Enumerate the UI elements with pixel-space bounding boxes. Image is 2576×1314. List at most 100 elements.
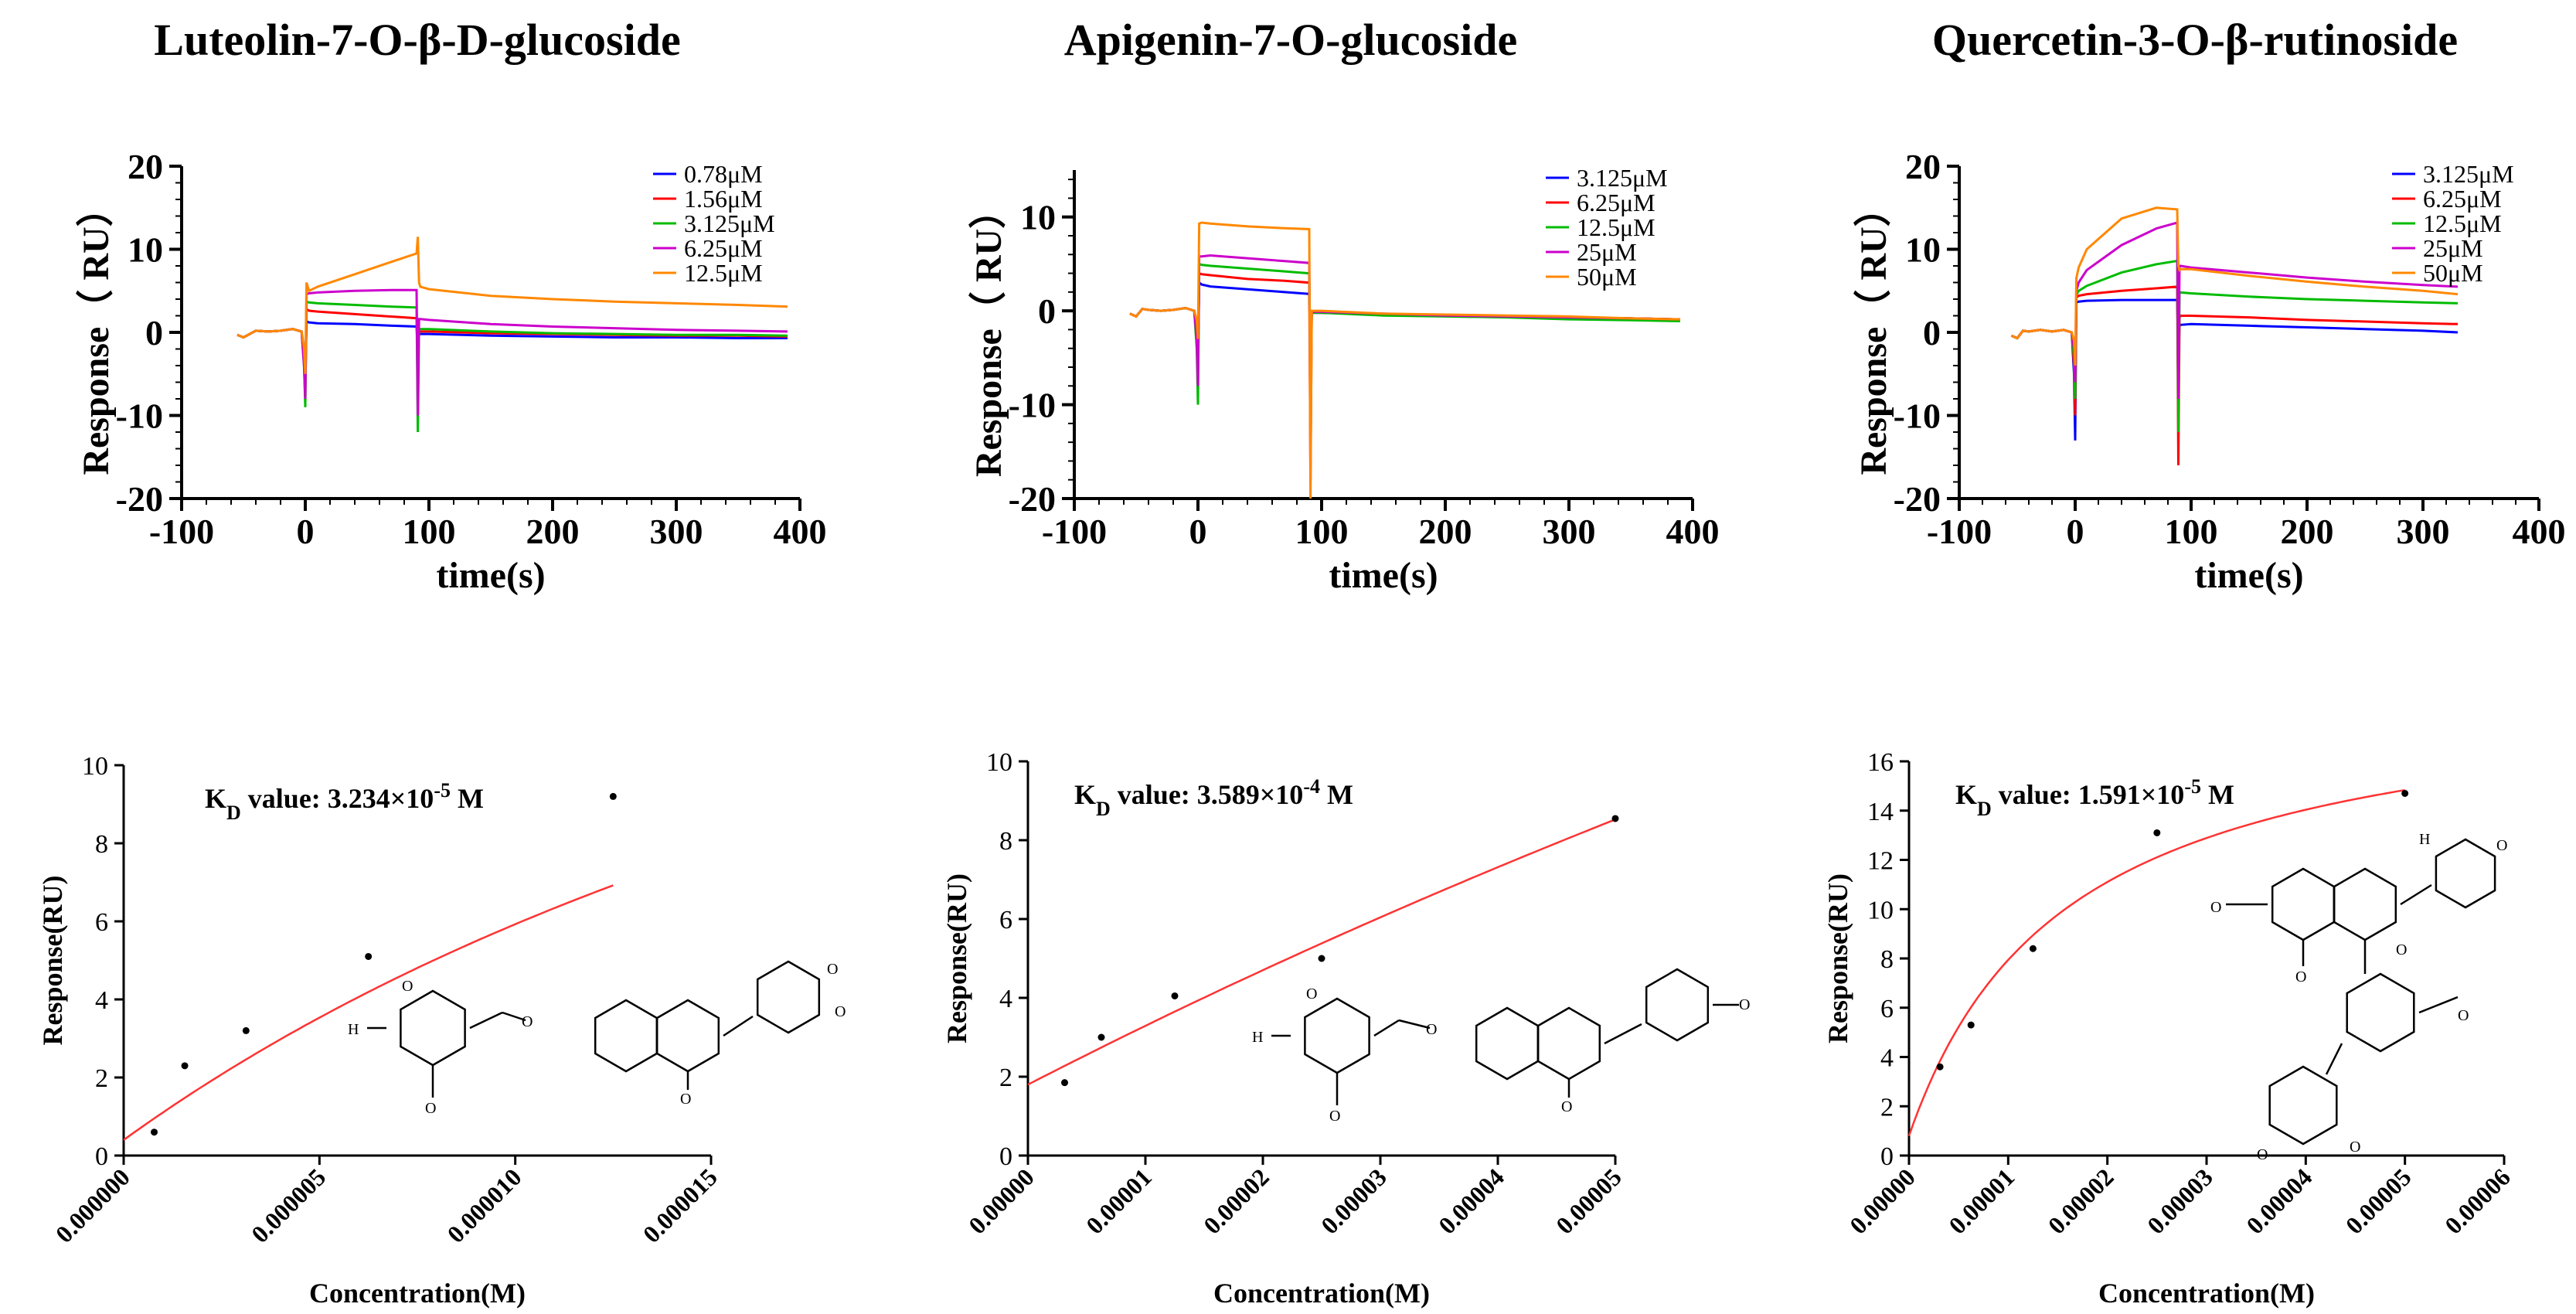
legend-label: 6.25μM [2423, 185, 2502, 213]
y-tick-label: 2 [999, 1064, 1012, 1092]
x-tick-label: 200 [1419, 512, 1472, 551]
x-axis-label: time(s) [436, 555, 545, 596]
kd-annotation-part: K [1074, 779, 1096, 810]
x-tick-label: 400 [774, 512, 827, 551]
kd-annotation: KD value: 1.591×10-5 M [1955, 775, 2234, 820]
legend-label: 12.5μM [1577, 213, 1656, 241]
y-tick-label: 10 [1905, 230, 1941, 270]
y-tick-label: 14 [1867, 798, 1894, 826]
x-tick-label: 0 [2067, 512, 2084, 551]
molecule-ring [1645, 968, 1710, 1042]
series-line-3.125μM [237, 300, 788, 433]
series-line-12.5μM [237, 237, 788, 374]
molecule-bond [469, 1011, 503, 1030]
molecule-atom-label: O [1426, 1021, 1437, 1038]
x-tick-label: 100 [1295, 512, 1349, 551]
molecule-bond [2400, 883, 2432, 906]
y-tick-label: -20 [1009, 479, 1056, 519]
x-axis-label: time(s) [1329, 555, 1438, 596]
series-line-3.125μM [2010, 298, 2459, 441]
molecule-ring [1475, 1006, 1540, 1081]
luteolin-structure-icon: O H O O O O O [348, 960, 846, 1117]
molecule-atom-label: O [402, 978, 413, 995]
x-tick-label: 0.00003 [2142, 1163, 2218, 1239]
molecule-atom-label: O [835, 1003, 846, 1020]
molecule-bond [502, 1011, 526, 1022]
molecule-bond [1604, 1023, 1642, 1045]
kd-annotation-part: -5 [434, 779, 451, 802]
molecule-ring [594, 999, 658, 1073]
molecule-atom-label: O [2458, 1007, 2469, 1024]
series-line-50μM [2010, 206, 2459, 366]
y-tick-label: 8 [1880, 945, 1894, 974]
y-axis-label: Response(RU) [1822, 873, 1853, 1043]
series-line-25μM [2010, 221, 2459, 400]
molecule-ring [2271, 867, 2336, 941]
y-tick-label: -10 [1894, 397, 1941, 436]
x-tick-label: 100 [2165, 512, 2218, 551]
x-tick-label: 400 [1666, 512, 1720, 551]
y-tick-label: 10 [1020, 198, 1056, 237]
molecule-atom-label: O [522, 1013, 533, 1030]
x-axis-label: Concentration(M) [309, 1278, 526, 1309]
x-tick-label: 0.00005 [1550, 1163, 1627, 1239]
molecule-atom-label: O [827, 961, 838, 978]
molecule-bond [2418, 996, 2459, 1014]
y-tick-label: 0 [95, 1142, 108, 1171]
kd-annotation-part: M [451, 783, 484, 814]
molecule-atom-label: H [348, 1021, 359, 1038]
data-point [2401, 789, 2409, 797]
kd-annotation-part: value: 3.589×10 [1111, 779, 1304, 810]
kd-annotation-part: M [1320, 779, 1353, 810]
x-tick-label: -100 [149, 512, 214, 551]
series-line-50μM [1129, 221, 1681, 499]
x-tick-label: 0.00006 [2439, 1163, 2516, 1239]
legend-label: 12.5μM [684, 259, 763, 287]
y-tick-label: 6 [999, 906, 1012, 934]
molecule-atom-label: O [1329, 1108, 1340, 1125]
molecule-ring [2268, 1065, 2338, 1145]
legend-label: 1.56μM [684, 185, 763, 213]
legend-label: 50μM [2423, 259, 2483, 287]
x-tick-label: 0.000000 [50, 1163, 135, 1248]
y-tick-label: 6 [95, 908, 108, 937]
kd-annotation-part: D [226, 802, 241, 824]
x-tick-label: 0 [1189, 512, 1207, 551]
x-axis-label: Concentration(M) [1213, 1278, 1430, 1309]
molecule-atom-label: O [680, 1091, 691, 1108]
x-tick-label: -100 [1927, 512, 1992, 551]
y-tick-label: 4 [95, 986, 108, 1015]
title-luteolin: Luteolin-7-O-β-D-glucoside [154, 15, 681, 65]
molecule-bond [2325, 1043, 2343, 1075]
y-tick-label: 10 [128, 230, 163, 270]
data-point [1318, 955, 1325, 962]
y-tick-label: 2 [95, 1064, 108, 1093]
fit-curve [1907, 788, 2405, 1136]
x-tick-label: 0.00005 [2340, 1163, 2417, 1239]
data-point [1611, 815, 1619, 822]
series-line-6.25μM [1129, 271, 1681, 480]
data-point [242, 1026, 250, 1034]
kd-annotation-part: D [1096, 798, 1111, 820]
kd-annotation-part: M [2201, 779, 2234, 810]
y-tick-label: 0 [1038, 291, 1056, 331]
molecule-ring [1536, 1006, 1601, 1081]
molecule-atom-label: O [1306, 986, 1317, 1003]
molecule-atom-label: O [2295, 968, 2306, 986]
data-point [1061, 1079, 1068, 1087]
data-point [2153, 829, 2161, 836]
legend-label: 0.78μM [684, 160, 763, 188]
y-tick-label: 8 [95, 830, 108, 859]
y-tick-label: 0 [999, 1142, 1012, 1171]
x-tick-label: 0.00002 [2043, 1163, 2119, 1239]
kd-annotation: KD value: 3.589×10-4 M [1074, 775, 1353, 820]
fit-curve [1027, 819, 1616, 1086]
y-axis-label: Response(RU) [941, 873, 972, 1043]
series-line-6.25μM [237, 288, 788, 416]
y-tick-label: 4 [999, 985, 1012, 1013]
molecule-bond [1398, 1019, 1431, 1030]
data-point [1967, 1021, 1975, 1029]
x-tick-label: 300 [1543, 512, 1596, 551]
legend-label: 3.125μM [1577, 164, 1668, 192]
